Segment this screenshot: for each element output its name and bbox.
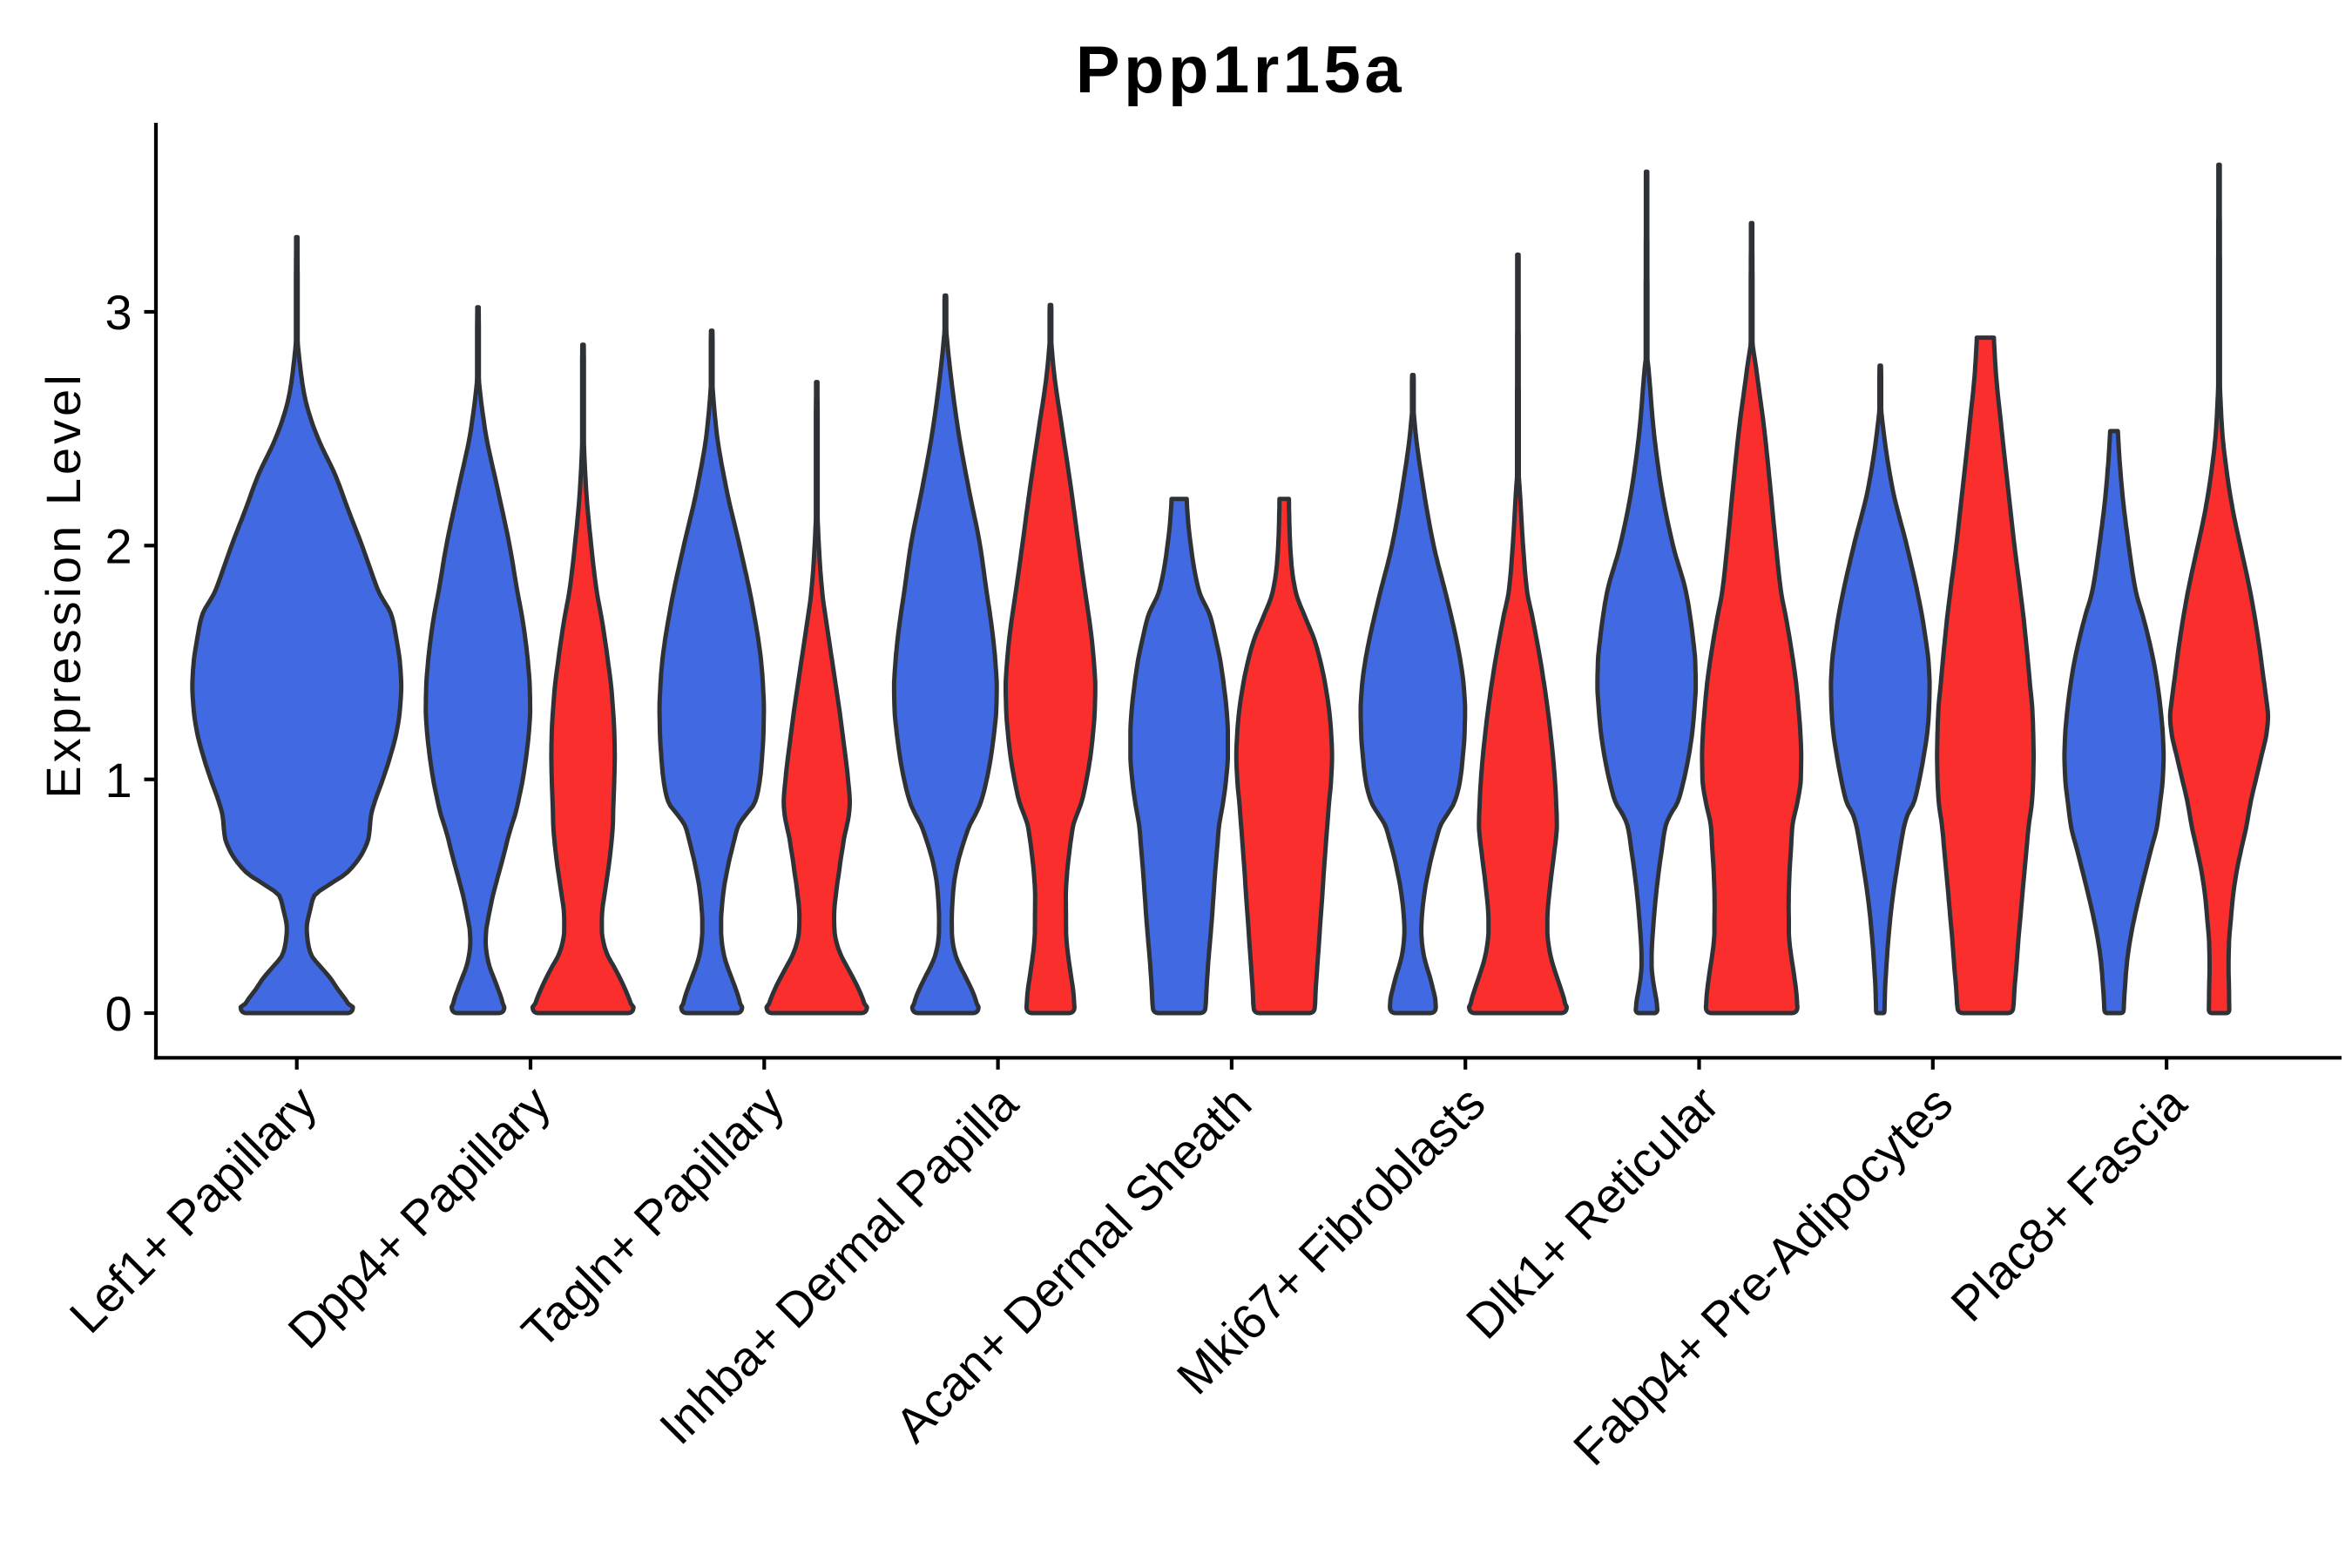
svg-text:2: 2 — [105, 518, 132, 573]
svg-text:3: 3 — [105, 285, 132, 340]
svg-text:Expression Level: Expression Level — [36, 371, 91, 798]
svg-text:1: 1 — [105, 753, 132, 808]
svg-text:Ppp1r15a: Ppp1r15a — [1076, 33, 1405, 107]
svg-text:0: 0 — [105, 986, 132, 1041]
